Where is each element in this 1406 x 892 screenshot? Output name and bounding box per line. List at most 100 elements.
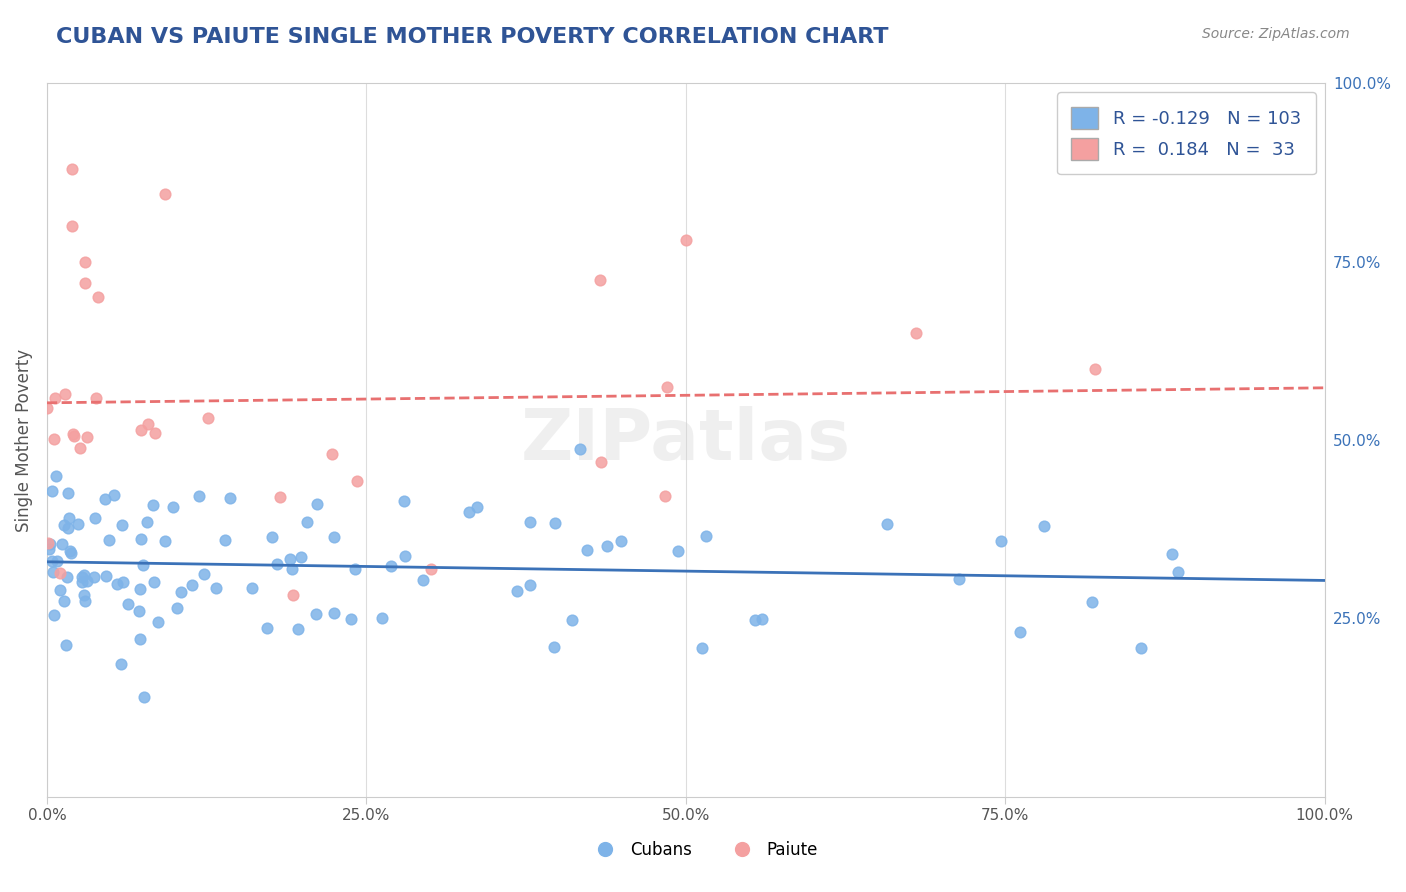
Point bbox=[1160, 547, 1182, 561]
Point bbox=[1130, 641, 1153, 656]
Point bbox=[62, 161, 84, 176]
Point bbox=[543, 640, 565, 655]
Point bbox=[340, 612, 363, 626]
Point bbox=[42, 565, 65, 579]
Point bbox=[290, 550, 312, 565]
Point bbox=[655, 380, 678, 394]
Point bbox=[153, 533, 176, 548]
Point bbox=[744, 613, 766, 627]
Point bbox=[876, 517, 898, 532]
Point bbox=[62, 429, 84, 443]
Point bbox=[69, 442, 91, 456]
Point bbox=[544, 516, 567, 531]
Point bbox=[1084, 361, 1107, 376]
Point bbox=[87, 290, 110, 304]
Point bbox=[73, 568, 96, 582]
Point bbox=[269, 491, 291, 505]
Point bbox=[44, 391, 66, 405]
Point bbox=[654, 489, 676, 503]
Text: CUBAN VS PAIUTE SINGLE MOTHER POVERTY CORRELATION CHART: CUBAN VS PAIUTE SINGLE MOTHER POVERTY CO… bbox=[56, 27, 889, 46]
Point bbox=[589, 273, 612, 287]
Point bbox=[132, 690, 155, 704]
Point bbox=[131, 558, 153, 572]
Point bbox=[412, 573, 434, 587]
Point bbox=[60, 546, 83, 560]
Point bbox=[278, 552, 301, 566]
Point bbox=[146, 615, 169, 629]
Point bbox=[343, 562, 366, 576]
Point bbox=[136, 515, 159, 529]
Point bbox=[214, 533, 236, 547]
Point bbox=[70, 570, 93, 584]
Point bbox=[76, 430, 98, 444]
Point bbox=[41, 484, 63, 499]
Point bbox=[111, 517, 134, 532]
Point bbox=[38, 541, 60, 556]
Point bbox=[948, 573, 970, 587]
Point bbox=[591, 455, 613, 469]
Point bbox=[751, 612, 773, 626]
Point bbox=[62, 427, 84, 442]
Point bbox=[458, 505, 481, 519]
Point bbox=[66, 516, 89, 531]
Point bbox=[323, 530, 346, 544]
Point bbox=[73, 588, 96, 602]
Point bbox=[162, 500, 184, 514]
Point bbox=[666, 544, 689, 558]
Point bbox=[690, 640, 713, 655]
Point bbox=[321, 447, 343, 461]
Point bbox=[1033, 518, 1056, 533]
Point bbox=[58, 511, 80, 525]
Point bbox=[41, 554, 63, 568]
Point bbox=[62, 219, 84, 233]
Point bbox=[75, 254, 97, 268]
Point bbox=[46, 554, 69, 568]
Legend: R = -0.129   N = 103, R =  0.184   N =  33: R = -0.129 N = 103, R = 0.184 N = 33 bbox=[1057, 93, 1316, 175]
Point bbox=[44, 432, 66, 446]
Point bbox=[380, 558, 402, 573]
Point bbox=[56, 485, 79, 500]
Point bbox=[84, 391, 107, 405]
Point bbox=[1081, 595, 1104, 609]
Point bbox=[83, 510, 105, 524]
Point bbox=[1167, 565, 1189, 579]
Point bbox=[392, 494, 415, 508]
Point bbox=[204, 581, 226, 595]
Point bbox=[142, 498, 165, 512]
Point bbox=[45, 469, 67, 483]
Point bbox=[105, 577, 128, 591]
Point bbox=[576, 542, 599, 557]
Point bbox=[197, 410, 219, 425]
Point bbox=[39, 537, 62, 551]
Point bbox=[136, 417, 159, 431]
Point bbox=[143, 425, 166, 440]
Point bbox=[193, 566, 215, 581]
Point bbox=[610, 533, 633, 548]
Y-axis label: Single Mother Poverty: Single Mother Poverty bbox=[15, 349, 32, 532]
Point bbox=[904, 326, 927, 340]
Point bbox=[675, 233, 697, 247]
Point bbox=[188, 489, 211, 503]
Point bbox=[111, 574, 134, 589]
Point bbox=[42, 608, 65, 623]
Point bbox=[110, 657, 132, 672]
Point bbox=[53, 594, 76, 608]
Point bbox=[256, 622, 278, 636]
Point bbox=[75, 276, 97, 290]
Point bbox=[322, 607, 344, 621]
Point bbox=[568, 442, 591, 457]
Point bbox=[98, 533, 121, 548]
Point bbox=[287, 622, 309, 636]
Point bbox=[467, 500, 489, 515]
Point bbox=[70, 575, 93, 590]
Point bbox=[75, 594, 97, 608]
Point bbox=[371, 611, 394, 625]
Point bbox=[59, 544, 82, 558]
Point bbox=[56, 521, 79, 535]
Point bbox=[53, 517, 76, 532]
Point bbox=[281, 561, 304, 575]
Legend: Cubans, Paiute: Cubans, Paiute bbox=[581, 835, 825, 866]
Point bbox=[93, 492, 115, 507]
Point bbox=[1008, 624, 1031, 639]
Point bbox=[170, 584, 193, 599]
